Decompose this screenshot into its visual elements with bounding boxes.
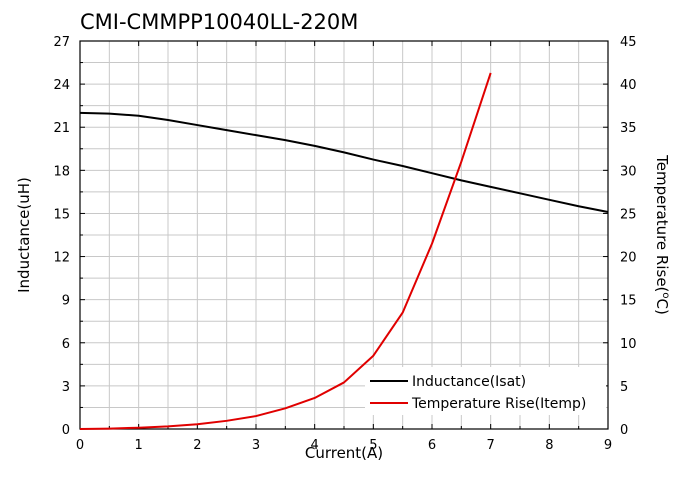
- legend-label-inductance: Inductance(Isat): [412, 374, 526, 390]
- x-tick-label: 6: [428, 438, 436, 453]
- y-tick-label: 24: [53, 78, 70, 93]
- legend: Inductance(Isat) Temperature Rise(Itemp): [365, 367, 606, 415]
- y2-axis-label-main: Temperature Rise(: [653, 154, 671, 292]
- y2-axis-label-tail: C): [653, 299, 671, 315]
- y2-tick-label: 10: [620, 337, 637, 352]
- y-tick-label: 6: [62, 337, 70, 352]
- series-lines: [79, 72, 609, 430]
- y2-tick-label: 35: [620, 121, 637, 136]
- y-tick-label: 18: [53, 164, 70, 179]
- series-line-inductance: [79, 111, 609, 213]
- legend-label-temperature: Temperature Rise(Itemp): [411, 396, 586, 412]
- y2-tick-label: 25: [620, 207, 637, 222]
- y-axis-ticks: 0 3 6 9 12 15 18 21 24 27: [53, 35, 85, 438]
- x-tick-label: 9: [604, 438, 612, 453]
- y2-tick-label: 0: [620, 423, 628, 438]
- x-tick-label: 2: [193, 438, 201, 453]
- x-axis-ticks: 0 1 2 3 4 5 6 7 8 9: [76, 41, 612, 453]
- y-tick-label: 27: [53, 35, 70, 50]
- y-tick-label: 0: [62, 423, 70, 438]
- y-tick-label: 15: [53, 207, 70, 222]
- x-tick-label: 5: [369, 438, 377, 453]
- y2-tick-label: 20: [620, 251, 637, 266]
- chart-title: CMI-CMMPP10040LL-220M: [80, 10, 358, 34]
- y2-tick-label: 5: [620, 380, 628, 395]
- legend-background: [365, 367, 606, 415]
- y2-tick-label: 30: [620, 164, 637, 179]
- y2-axis-label-superscript: o: [660, 292, 671, 298]
- y2-axis-ticks: 0 5 10 15 20 25 30 35 40 45: [603, 35, 637, 438]
- x-axis-label: Current(A): [305, 444, 383, 462]
- series-line-temperature: [79, 72, 492, 430]
- x-tick-label: 3: [252, 438, 260, 453]
- x-tick-label: 4: [311, 438, 319, 453]
- x-tick-label: 1: [135, 438, 143, 453]
- y2-tick-label: 45: [620, 35, 637, 50]
- y2-tick-label: 15: [620, 294, 637, 309]
- x-tick-label: 8: [545, 438, 553, 453]
- y-tick-label: 21: [53, 121, 70, 136]
- y-axis-label: Inductance(uH): [15, 177, 33, 293]
- x-tick-label: 0: [76, 438, 84, 453]
- x-tick-label: 7: [487, 438, 495, 453]
- y2-axis-label: Temperature Rise(oC): [653, 154, 671, 315]
- y2-tick-label: 40: [620, 78, 637, 93]
- y-tick-label: 9: [62, 294, 70, 309]
- y-tick-label: 12: [53, 251, 70, 266]
- y-tick-label: 3: [62, 380, 70, 395]
